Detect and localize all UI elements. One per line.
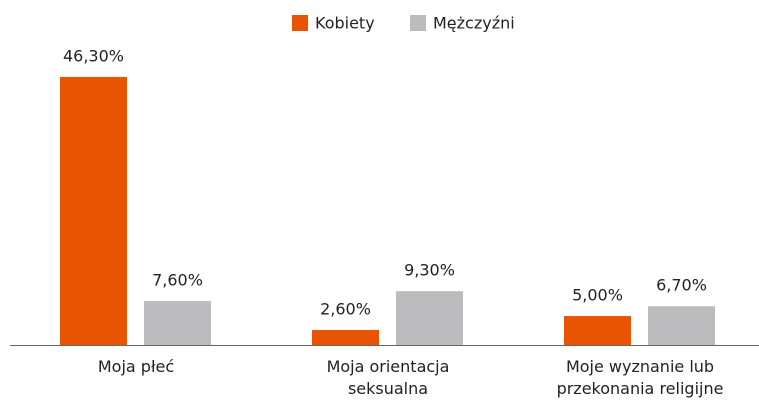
value-label: 2,60% (320, 299, 371, 318)
bar (312, 329, 379, 345)
bar (396, 291, 463, 345)
legend-swatch (292, 15, 308, 31)
bar (648, 306, 715, 345)
legend-label: Mężczyźni (433, 14, 515, 33)
value-label: 46,30% (63, 46, 124, 65)
value-label: 5,00% (572, 286, 623, 305)
legend-label: Kobiety (315, 14, 375, 33)
x-tick-label: Moje wyznanie lub przekonania religijne (556, 357, 724, 398)
bar (144, 300, 211, 345)
x-tick-label: Moja orientacja seksualna (326, 357, 450, 398)
bar (564, 316, 631, 345)
value-label: 6,70% (656, 276, 707, 295)
legend-swatch (410, 15, 426, 31)
x-tick-label: Moja płeć (97, 357, 175, 376)
value-label: 9,30% (404, 261, 455, 280)
bar (60, 76, 127, 345)
value-label: 7,60% (152, 270, 203, 289)
